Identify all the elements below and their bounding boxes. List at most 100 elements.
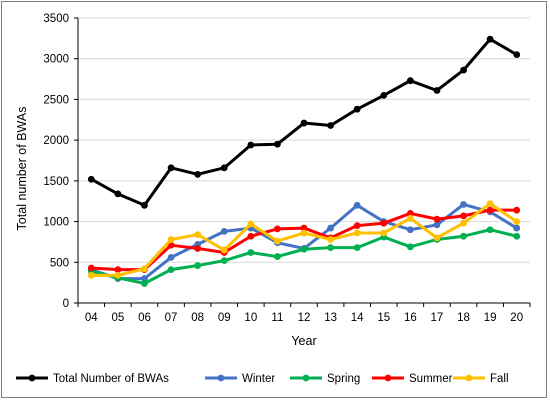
legend-item-spring: Spring bbox=[290, 373, 360, 385]
data-point-spring bbox=[460, 232, 467, 240]
data-point-winter bbox=[460, 201, 467, 208]
x-tick-label: 04 bbox=[85, 312, 98, 324]
x-tick-label: 16 bbox=[404, 312, 417, 324]
series-total-number-of-bwas bbox=[87, 35, 521, 209]
data-point-summer bbox=[114, 266, 122, 274]
x-tick-label: 19 bbox=[484, 312, 497, 324]
legend-marker-winter bbox=[217, 374, 225, 382]
data-point-winter bbox=[433, 221, 441, 229]
data-point-fall bbox=[300, 229, 308, 237]
data-point-winter bbox=[353, 201, 361, 209]
data-point-winter bbox=[220, 227, 228, 235]
data-point-spring bbox=[274, 253, 281, 260]
data-point-fall bbox=[274, 237, 281, 245]
data-point-total-number-of-bwas bbox=[247, 141, 255, 149]
x-tick-label: 20 bbox=[510, 312, 523, 324]
data-point-fall bbox=[87, 271, 95, 279]
legend-marker-total-number-of-bwas bbox=[28, 374, 36, 382]
y-tick-label: 2000 bbox=[43, 135, 69, 147]
series-line-winter bbox=[90, 202, 518, 281]
y-tick-labels: 0 500 1000 1500 2000 2500 3000 3500 bbox=[43, 13, 69, 310]
data-point-summer bbox=[300, 224, 308, 232]
legend-item-fall: Fall bbox=[453, 373, 509, 385]
data-point-summer bbox=[247, 232, 255, 240]
data-point-winter bbox=[327, 224, 334, 232]
data-point-spring bbox=[167, 266, 175, 274]
x-tick-label: 14 bbox=[351, 312, 364, 324]
data-point-fall bbox=[141, 265, 148, 273]
data-point-fall bbox=[406, 214, 414, 222]
x-tick-label: 10 bbox=[244, 312, 257, 324]
data-point-spring bbox=[194, 262, 202, 269]
data-point-fall bbox=[380, 229, 388, 237]
legend-item-summer: Summer bbox=[372, 373, 453, 385]
x-tick-label: 05 bbox=[111, 312, 124, 324]
data-point-fall bbox=[194, 231, 202, 239]
legend-label-total-number-of-bwas: Total Number of BWAs bbox=[53, 373, 169, 385]
data-point-winter bbox=[406, 226, 414, 234]
legend-label-winter: Winter bbox=[242, 373, 275, 385]
data-point-total-number-of-bwas bbox=[220, 164, 228, 172]
data-point-summer bbox=[380, 219, 388, 227]
data-point-total-number-of-bwas bbox=[380, 91, 388, 99]
legend-label-summer: Summer bbox=[409, 373, 453, 385]
data-point-spring bbox=[486, 226, 494, 234]
data-point-spring bbox=[141, 280, 148, 287]
data-point-summer bbox=[486, 206, 494, 214]
data-point-spring bbox=[220, 257, 228, 265]
x-tick-label: 17 bbox=[431, 312, 444, 324]
data-point-spring bbox=[353, 244, 361, 252]
data-point-fall bbox=[353, 229, 361, 237]
series-fall bbox=[87, 200, 521, 279]
data-point-summer bbox=[406, 210, 414, 217]
y-tick-label: 3000 bbox=[43, 54, 69, 66]
data-point-fall bbox=[220, 246, 228, 254]
data-point-fall bbox=[167, 236, 175, 243]
data-point-spring bbox=[247, 249, 255, 256]
legend-label-spring: Spring bbox=[327, 373, 360, 385]
series-line-summer bbox=[91, 208, 517, 272]
x-axis-title: Year bbox=[291, 334, 316, 348]
data-point-summer bbox=[194, 245, 202, 252]
data-point-spring bbox=[327, 244, 334, 252]
data-point-summer bbox=[433, 215, 441, 223]
axes bbox=[74, 17, 531, 307]
y-tick-label: 3500 bbox=[43, 13, 69, 25]
legend-item-total-number-of-bwas: Total Number of BWAs bbox=[16, 373, 169, 385]
y-tick-label: 1000 bbox=[43, 217, 69, 229]
x-tick-labels: 04 05 06 07 08 09 10 11 12 13 14 15 16 17 18 19 20 bbox=[85, 312, 523, 324]
data-point-spring bbox=[513, 232, 521, 240]
legend: Total Number of BWAs Winter Spring Summer Fa… bbox=[16, 373, 509, 385]
data-point-total-number-of-bwas bbox=[406, 77, 414, 85]
data-point-winter bbox=[141, 275, 148, 282]
x-tick-label: 09 bbox=[218, 312, 231, 324]
data-point-total-number-of-bwas bbox=[327, 122, 334, 129]
x-tick-label: 11 bbox=[271, 312, 283, 324]
y-tick-label: 2500 bbox=[43, 94, 69, 106]
data-point-fall bbox=[513, 218, 521, 225]
data-point-spring bbox=[406, 243, 414, 251]
x-tick-label: 08 bbox=[191, 312, 204, 324]
data-point-fall bbox=[247, 220, 255, 228]
data-point-total-number-of-bwas bbox=[194, 170, 202, 178]
y-tick-label: 500 bbox=[50, 257, 69, 269]
data-point-total-number-of-bwas bbox=[353, 105, 361, 113]
series-lines bbox=[87, 35, 521, 287]
series-winter bbox=[87, 201, 521, 282]
legend-label-fall: Fall bbox=[490, 373, 509, 385]
data-point-winter bbox=[167, 254, 175, 261]
series-summer bbox=[87, 206, 521, 274]
data-point-total-number-of-bwas bbox=[141, 201, 148, 209]
legend-marker-summer bbox=[384, 374, 392, 382]
gridlines bbox=[78, 17, 530, 263]
y-tick-label: 0 bbox=[63, 298, 69, 310]
data-point-winter bbox=[513, 224, 521, 232]
data-point-total-number-of-bwas bbox=[114, 190, 122, 198]
data-point-fall bbox=[114, 271, 122, 279]
data-point-total-number-of-bwas bbox=[460, 66, 467, 74]
data-point-total-number-of-bwas bbox=[87, 175, 95, 183]
x-tick-label: 15 bbox=[377, 312, 390, 324]
data-point-fall bbox=[486, 200, 494, 208]
